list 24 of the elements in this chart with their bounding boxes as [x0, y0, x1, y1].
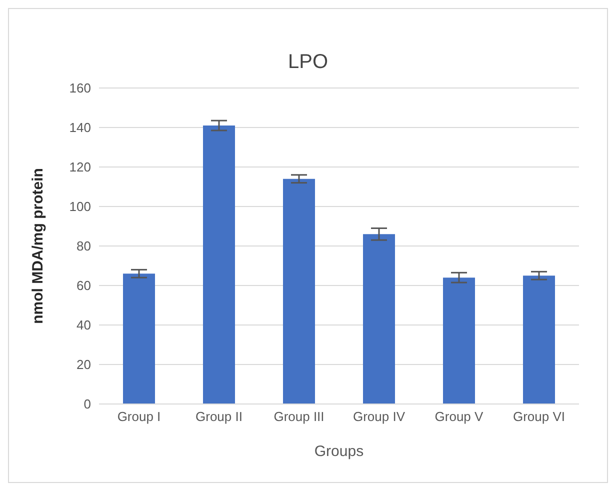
y-axis-title: nmol MDA/mg protein: [29, 168, 46, 324]
y-tick-label: 80: [76, 238, 91, 254]
chart-title: LPO: [286, 51, 330, 74]
y-tick-label: 0: [84, 396, 91, 412]
x-tick-label: Group III: [274, 409, 324, 424]
x-tick-label: Group VI: [512, 409, 566, 424]
bar: [203, 126, 235, 404]
y-tick-label: 60: [76, 278, 91, 294]
x-tick-label: Group I: [117, 409, 161, 424]
bar: [523, 276, 555, 404]
x-tick-label: Group V: [434, 409, 484, 424]
x-axis-title: Groups: [314, 443, 364, 460]
x-tick-label: Group II: [196, 409, 242, 424]
y-tick-label: 100: [69, 199, 91, 214]
bar: [123, 274, 155, 404]
y-tick-label: 20: [76, 357, 91, 372]
y-tick-label: 120: [69, 160, 91, 175]
y-tick-label: 140: [69, 120, 91, 136]
bar: [443, 278, 475, 404]
y-tick-label: 160: [69, 80, 91, 96]
x-tick-label: Group IV: [352, 409, 406, 424]
bar: [283, 178, 315, 404]
y-tick-label: 40: [76, 318, 91, 333]
bar: [363, 234, 395, 404]
